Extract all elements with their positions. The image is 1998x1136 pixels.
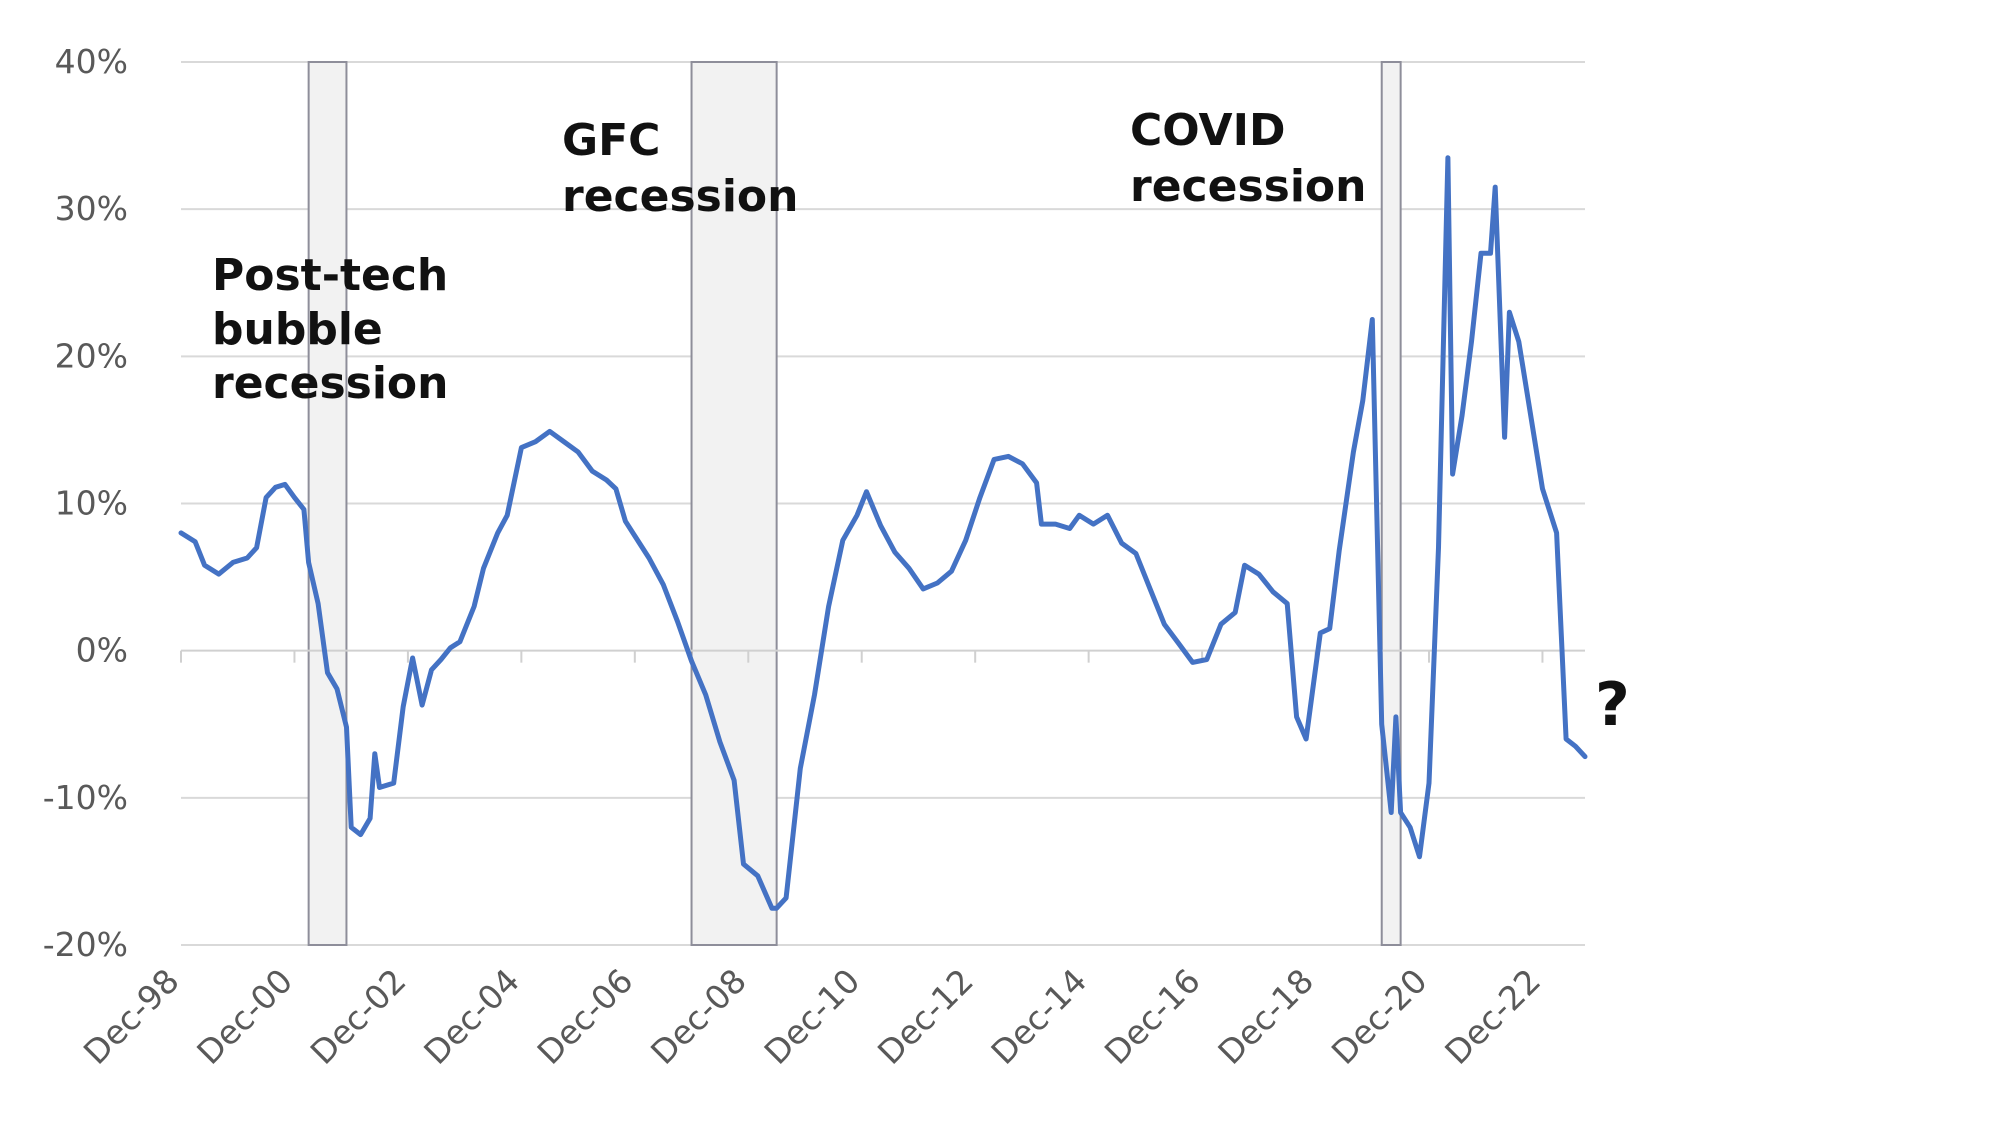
y-tick-label: -20% <box>43 925 128 964</box>
series-line <box>178 155 1588 911</box>
x-tick-label: Dec-18 <box>1210 961 1321 1072</box>
y-tick-label: 20% <box>55 336 128 375</box>
data-series <box>178 155 1588 911</box>
x-tick-label: Dec-08 <box>643 961 754 1072</box>
x-tick-label: Dec-02 <box>303 961 414 1072</box>
annotations: Post-tech bubble recession GFC recession COVI… <box>212 105 1630 740</box>
x-tick-label: Dec-22 <box>1437 961 1548 1072</box>
recession-band <box>307 61 348 946</box>
y-tick-label: 30% <box>55 189 128 228</box>
x-tick-label: Dec-04 <box>416 961 527 1072</box>
x-axis-labels: Dec-98 Dec-00 Dec-02 Dec-04 Dec-06 Dec-08 Dec-… <box>76 961 1548 1072</box>
x-tick-label: Dec-14 <box>983 961 1094 1072</box>
x-tick-label: Dec-06 <box>530 961 641 1072</box>
recession-label: Post-tech bubble recession <box>212 250 448 409</box>
y-tick-label: 10% <box>55 484 128 523</box>
x-axis <box>180 649 1585 663</box>
x-tick-label: Dec-10 <box>757 961 868 1072</box>
y-tick-label: 40% <box>55 42 128 81</box>
recession-label: COVID recession <box>1130 105 1366 212</box>
x-tick-label: Dec-12 <box>870 961 981 1072</box>
y-tick-label: -10% <box>43 778 128 817</box>
gridlines <box>181 61 1585 946</box>
x-tick-label: Dec-20 <box>1324 961 1435 1072</box>
y-axis-labels: 40% 30% 20% 10% 0% -10% -20% <box>43 42 128 964</box>
recession-label: GFC recession <box>562 115 798 222</box>
y-tick-label: 0% <box>76 631 128 670</box>
x-tick-label: Dec-00 <box>189 961 300 1072</box>
question-mark-annotation: ? <box>1595 670 1630 740</box>
x-tick-label: Dec-98 <box>76 961 187 1072</box>
x-tick-label: Dec-16 <box>1097 961 1208 1072</box>
